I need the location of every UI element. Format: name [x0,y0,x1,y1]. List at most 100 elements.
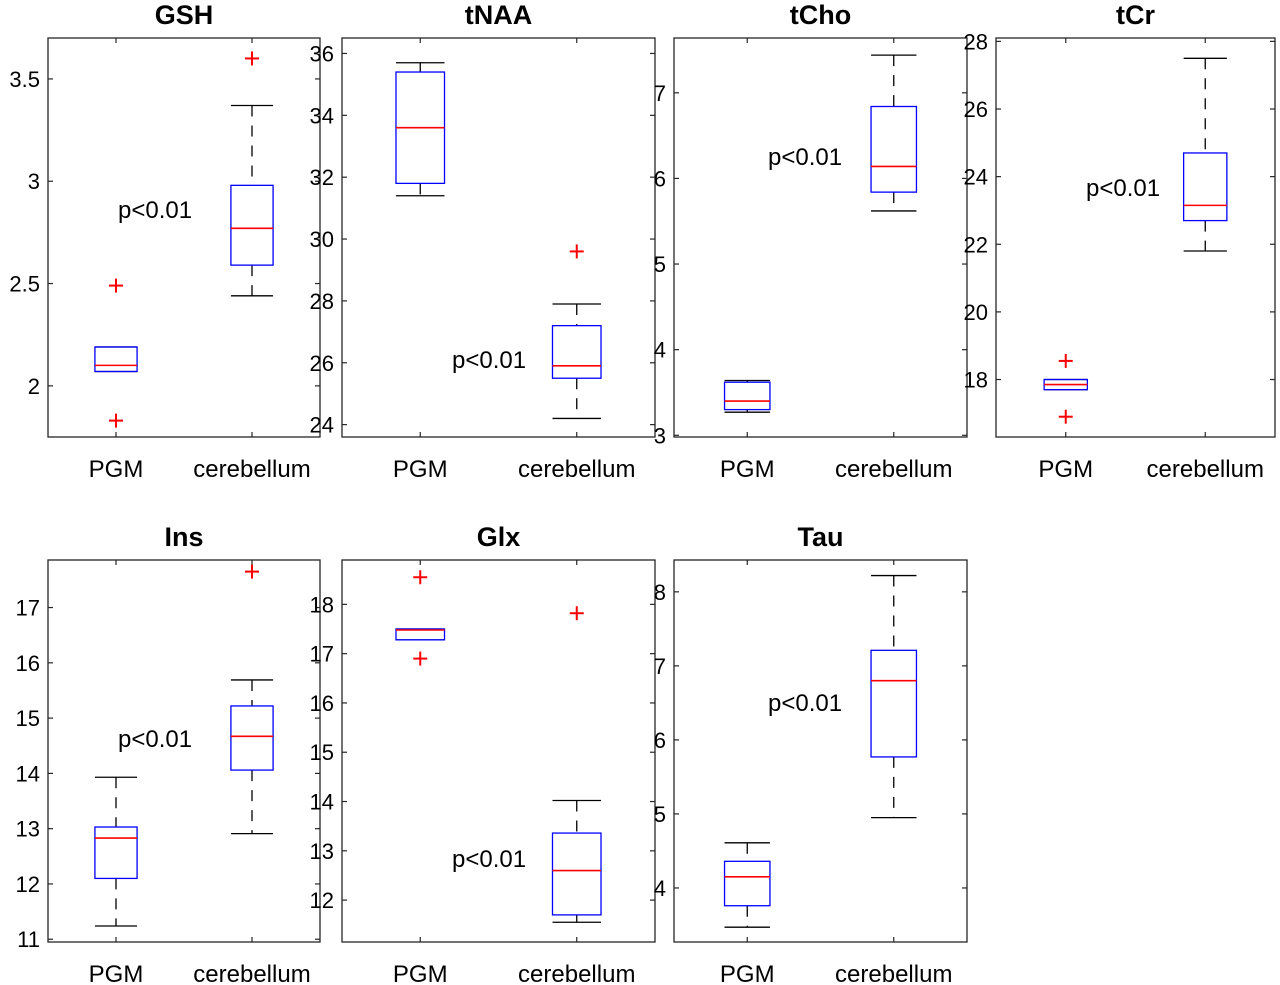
iqr-box [723,860,771,907]
y-tick-label: 24 [964,165,988,190]
panel-title: tCho [790,0,851,30]
p-value-annotation: p<0.01 [1086,175,1160,202]
y-tick-label: 36 [310,41,334,66]
iqr-box [230,705,274,771]
outlier-marker [413,570,428,585]
y-tick-label: 14 [310,790,334,815]
axes-frame [47,37,321,438]
x-category-label: PGM [89,456,144,483]
panel-glx: Glx 12 13 14 15 16 17 18 PGM cerebellum p<0.01 [310,522,656,985]
p-value-annotation: p<0.01 [118,197,192,224]
iqr-box [94,826,138,880]
y-tick-label: 17 [16,596,40,621]
y-tick-label: 5 [654,802,666,827]
panel-title: Ins [164,522,203,552]
axes-frame [673,559,968,943]
iqr-box [1182,152,1228,222]
panel-title: Glx [477,522,521,552]
y-tick-label: 20 [964,300,988,325]
x-category-label: cerebellum [193,961,310,985]
y-tick-label: 34 [310,103,334,128]
outlier-marker [245,564,259,579]
y-tick-label: 4 [654,876,666,901]
y-tick-label: 2 [28,374,40,399]
y-tick-label: 7 [654,81,666,106]
y-tick-label: 26 [964,97,988,122]
y-tick-label: 24 [310,413,334,438]
x-category-label: cerebellum [518,961,635,985]
y-tick-label: 12 [310,888,334,913]
y-tick-label: 13 [16,817,40,842]
panel-gsh: GSH 2 2.5 3 3.5 PGM cerebellum p<0.01 [9,0,321,483]
axes-frame [47,559,321,943]
y-tick-label: 12 [16,872,40,897]
y-tick-label: 14 [16,761,40,786]
x-category-label: PGM [89,961,144,985]
y-tick-label: 16 [16,651,40,676]
x-category-label: PGM [393,456,448,483]
panel-title: Tau [798,522,844,552]
y-tick-label: 8 [654,580,666,605]
panel-title: tCr [1116,0,1155,30]
iqr-box [551,325,602,379]
outlier-marker [569,606,584,621]
y-tick-label: 30 [310,227,334,252]
x-category-label: cerebellum [835,456,952,483]
p-value-annotation: p<0.01 [768,144,842,171]
iqr-box [870,649,918,758]
iqr-box [551,832,602,916]
y-tick-label: 4 [654,338,666,363]
y-tick-label: 32 [310,165,334,190]
y-tick-label: 3.5 [9,67,40,92]
panel-tcho: tCho 3 4 5 6 7 PGM cerebellum p<0.01 [654,0,968,483]
y-tick-label: 13 [310,839,334,864]
p-value-annotation: p<0.01 [452,347,526,374]
y-tick-label: 6 [654,166,666,191]
x-category-label: PGM [720,961,775,985]
y-tick-label: 2.5 [9,272,40,297]
y-tick-label: 15 [310,740,334,765]
outlier-marker [569,244,584,259]
x-category-label: cerebellum [835,961,952,985]
axes-frame [341,37,656,438]
x-category-label: PGM [720,456,775,483]
x-category-label: PGM [393,961,448,985]
y-tick-label: 6 [654,728,666,753]
panel-tau: Tau 4 5 6 7 8 PGM cerebellum p<0.01 [654,522,968,985]
y-tick-label: 26 [310,351,334,376]
iqr-box [723,381,771,411]
iqr-box [94,346,138,373]
outlier-marker [413,651,428,666]
y-tick-label: 17 [310,642,334,667]
panel-title: GSH [155,0,214,30]
axes-frame [341,559,656,943]
outlier-marker [109,278,123,293]
y-tick-label: 3 [654,423,666,448]
x-category-label: cerebellum [193,456,310,483]
p-value-annotation: p<0.01 [118,726,192,753]
outlier-marker [245,51,259,66]
y-tick-label: 28 [310,289,334,314]
y-tick-label: 18 [964,368,988,393]
y-tick-label: 3 [28,169,40,194]
panel-title: tNAA [465,0,533,30]
y-tick-label: 7 [654,654,666,679]
panel-tnaa: tNAA 24 26 28 30 32 34 36 PGM cerebellum p<0.01 [310,0,656,483]
y-tick-label: 22 [964,232,988,257]
x-category-label: cerebellum [1147,456,1264,483]
y-tick-label: 15 [16,706,40,731]
y-tick-label: 16 [310,691,334,716]
y-tick-label: 28 [964,29,988,54]
y-tick-label: 11 [17,927,40,952]
x-category-label: cerebellum [518,456,635,483]
iqr-box [395,628,446,641]
iqr-box [230,184,274,266]
iqr-box [870,105,918,193]
y-tick-label: 18 [310,592,334,617]
axes-frame [673,37,968,438]
outlier-marker [109,413,123,428]
y-tick-label: 5 [654,252,666,277]
outlier-marker [1058,409,1073,424]
panel-ins: Ins 11 12 13 14 15 16 17 PGM cerebellum p<0.01 [16,522,321,985]
